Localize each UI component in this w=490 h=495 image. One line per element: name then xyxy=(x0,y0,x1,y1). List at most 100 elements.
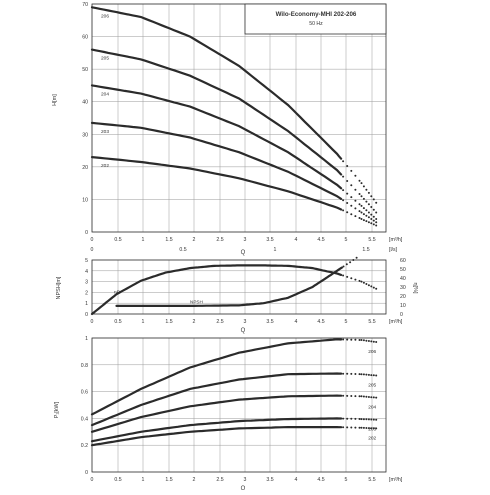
series-line-202 xyxy=(90,156,343,211)
series-dot-203 xyxy=(354,207,357,210)
series-dot-206 xyxy=(372,340,375,343)
x-tick-label: 1.5 xyxy=(165,237,172,243)
x-unit-label: [m³/h] xyxy=(389,319,403,325)
y-tick-label: 20 xyxy=(82,165,88,171)
series-dot-202 xyxy=(370,222,373,225)
series-dot-205 xyxy=(365,373,368,376)
series-dot-205 xyxy=(372,208,375,211)
x-tick-label: 2.5 xyxy=(216,319,223,325)
series-dot-202 xyxy=(342,426,345,429)
secondary-x-tick-label: 1 xyxy=(274,247,277,253)
series-dot-203 xyxy=(350,204,353,207)
x-tick-label: 4.5 xyxy=(317,477,324,483)
y-tick-label: 2 xyxy=(85,290,88,296)
series-dot-NPSH xyxy=(345,263,348,266)
series-dot-204 xyxy=(350,395,353,397)
series-label: ηP xyxy=(114,289,120,295)
series-dot-203 xyxy=(370,418,373,421)
series-line-203 xyxy=(90,417,343,443)
x-tick-label: 5 xyxy=(345,477,348,483)
title-line-1: Wilo-Economy-MHI 202-206 xyxy=(276,11,357,18)
series-dot-205 xyxy=(375,374,378,377)
series-dot-203 xyxy=(354,417,357,420)
series-dot-206 xyxy=(358,179,361,182)
x-axis-label: Q xyxy=(241,328,246,334)
series-dot-ηP xyxy=(365,283,368,285)
x-unit-label: [m³/h] xyxy=(389,237,403,243)
series-dot-203 xyxy=(365,418,368,421)
series-dot-202 xyxy=(360,218,363,220)
y-tick-label: 60 xyxy=(82,35,88,41)
series-dot-205 xyxy=(362,197,365,200)
series-line-204 xyxy=(90,84,343,190)
series-dot-206 xyxy=(375,201,378,204)
y-tick-label-right: 30 xyxy=(400,285,406,291)
series-dot-206 xyxy=(354,338,357,341)
series-dot-205 xyxy=(375,211,378,214)
series-dot-204 xyxy=(362,395,365,398)
title-line-2: 50 Hz xyxy=(309,21,323,27)
series-dot-202 xyxy=(372,223,375,226)
series-dot-206 xyxy=(367,340,370,342)
series-dot-205 xyxy=(365,200,368,203)
series-dot-206 xyxy=(372,198,375,201)
x-tick-label: 4 xyxy=(295,319,298,325)
series-line-NPSH xyxy=(115,266,343,307)
x-tick-label: 5 xyxy=(345,319,348,325)
series-dot-NPSH xyxy=(355,256,358,259)
series-dot-203 xyxy=(350,417,353,420)
series-dot-202 xyxy=(342,209,345,212)
y-axis-label: NPSH[m] xyxy=(56,276,62,299)
x-tick-label: 2 xyxy=(193,237,196,243)
x-tick-label: 2.5 xyxy=(216,237,223,243)
series-label: 205 xyxy=(368,383,376,389)
series-label: 204 xyxy=(368,405,376,411)
series-dot-205 xyxy=(358,373,361,376)
series-label: 205 xyxy=(101,56,109,62)
series-dot-ηP xyxy=(370,285,373,288)
series-dot-203 xyxy=(370,218,373,220)
series-dot-202 xyxy=(362,219,365,222)
x-tick-label: 0.5 xyxy=(114,477,121,483)
x-tick-label: 3 xyxy=(244,477,247,483)
series-dot-204 xyxy=(362,207,365,210)
series-dot-204 xyxy=(350,196,353,199)
series-dot-203 xyxy=(372,418,375,421)
series-dot-205 xyxy=(342,175,345,178)
series-dot-NPSH xyxy=(352,259,355,261)
title-box-frame xyxy=(244,3,387,35)
series-dot-204 xyxy=(342,394,345,397)
y-tick-label: 0.2 xyxy=(81,443,88,449)
panel-power: 0 0.5 1 1.5 2 2.5 3 3.5 4 4.5 5 5.5 [m³/h] 0 0.2 0.4 0.6… xyxy=(54,336,403,492)
series-dot-ηP xyxy=(372,286,375,289)
x-tick-label: 1.5 xyxy=(165,477,172,483)
series-dot-206 xyxy=(360,182,363,185)
title-box: Wilo-Economy-MHI 202-206 50 Hz xyxy=(244,3,387,35)
x-tick-label: 1 xyxy=(142,477,145,483)
series-dot-202 xyxy=(372,427,375,430)
series-dot-202 xyxy=(354,426,357,429)
x-axis-label: Q xyxy=(241,486,246,490)
series-dot-205 xyxy=(346,180,349,182)
series-dot-202 xyxy=(346,426,349,429)
series-dot-NPSH xyxy=(342,265,345,268)
y-tick-label: 50 xyxy=(82,67,88,73)
panel-npsh-efficiency: 0 0.5 1 1.5 2 2.5 3 3.5 4 4.5 5 5.5 [m³/h]0123450102… xyxy=(56,256,418,334)
series-line-206 xyxy=(90,6,343,160)
x-unit-label: [m³/h] xyxy=(389,477,403,483)
series-line-205 xyxy=(90,48,343,176)
series-dot-202 xyxy=(375,427,378,430)
series-dot-206 xyxy=(370,195,373,198)
series-dot-204 xyxy=(358,203,361,206)
series-line-205 xyxy=(90,372,343,427)
y-tick-label: 0 xyxy=(85,230,88,236)
series-dot-202 xyxy=(358,217,361,219)
y-tick-label: 1 xyxy=(85,336,88,342)
series-dot-205 xyxy=(360,195,363,198)
series-dot-204 xyxy=(360,395,363,398)
y-tick-label: 40 xyxy=(82,100,88,106)
secondary-x-tick-label: 0 xyxy=(91,247,94,253)
series-dot-203 xyxy=(360,211,363,214)
series-dot-204 xyxy=(365,395,368,398)
x-tick-label: 5.5 xyxy=(368,237,375,243)
